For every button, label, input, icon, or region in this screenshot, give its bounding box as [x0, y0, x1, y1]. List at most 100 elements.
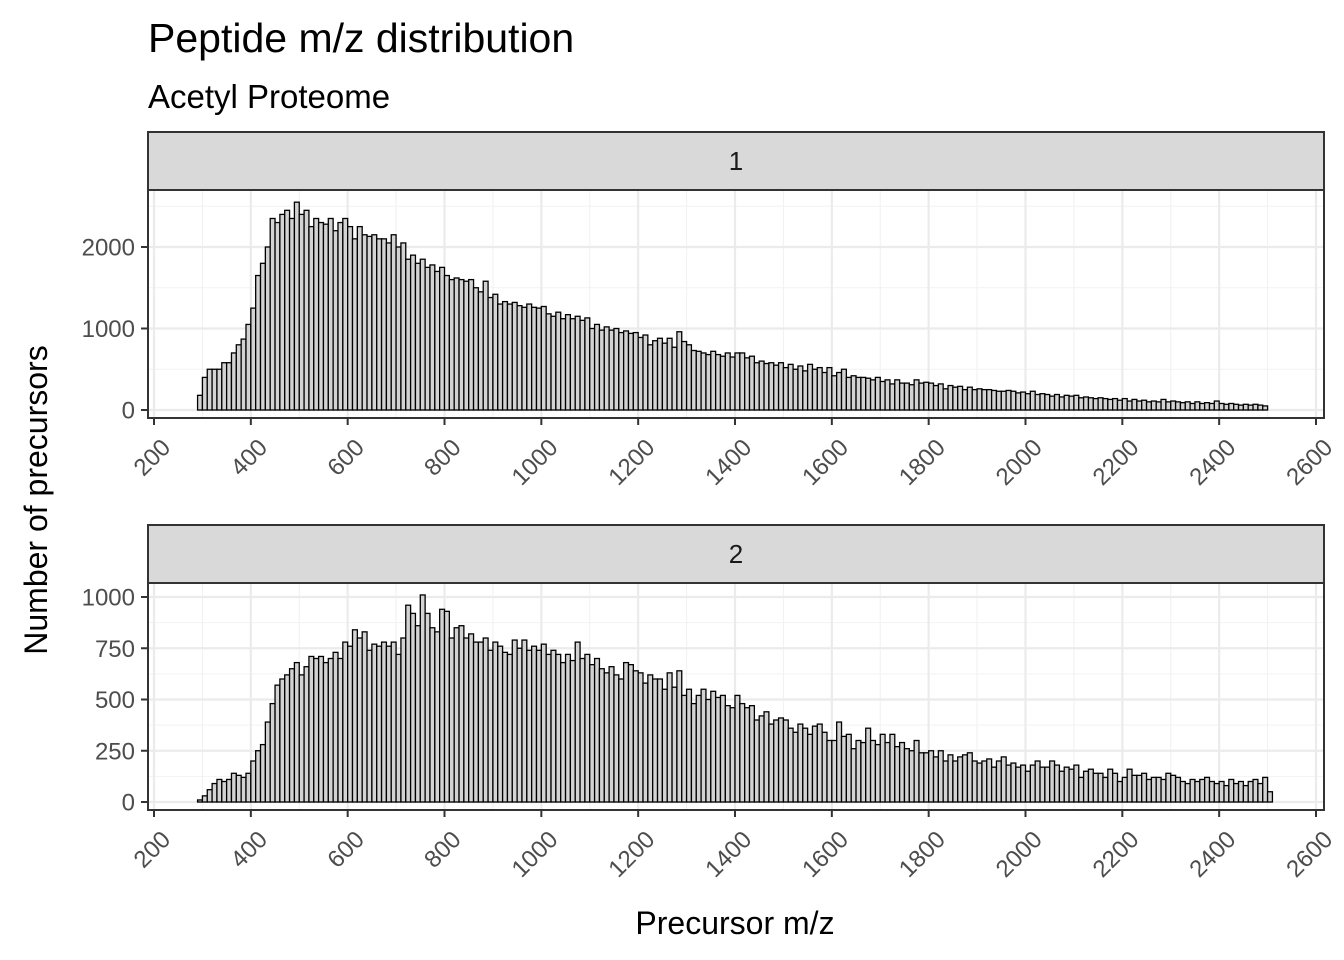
- histogram-bar: [1049, 395, 1056, 411]
- histogram-bar: [482, 280, 489, 411]
- histogram-bar: [787, 727, 794, 803]
- histogram-bar: [400, 242, 407, 411]
- histogram-bar: [245, 772, 252, 803]
- histogram-bar: [748, 705, 756, 803]
- histogram-bar: [1015, 766, 1022, 803]
- histogram-bar: [724, 705, 731, 803]
- histogram-bar: [811, 368, 818, 411]
- histogram-bar: [531, 645, 538, 803]
- histogram-bar: [211, 782, 218, 803]
- histogram-bar: [1174, 401, 1182, 411]
- histogram-bar: [1029, 764, 1036, 803]
- histogram-bar: [1218, 780, 1225, 803]
- facet-panel-1: 1 0 1000 2000 200 400 600 800 1000 1200 1400 1600 18…: [82, 131, 1338, 491]
- histogram-bar: [545, 313, 552, 411]
- histogram-bar: [303, 666, 310, 803]
- histogram-bar: [1073, 764, 1080, 803]
- histogram-bar: [826, 739, 833, 803]
- histogram-bar: [332, 651, 339, 803]
- histogram-bar: [840, 735, 848, 803]
- x-tick-label: 1400: [700, 434, 757, 491]
- y-axis-title: Number of precursors: [18, 345, 54, 654]
- histogram-bar: [603, 326, 610, 411]
- histogram-bar: [719, 694, 726, 803]
- histogram-bar: [206, 368, 213, 411]
- histogram-bar: [690, 702, 697, 803]
- histogram-bar: [603, 672, 610, 803]
- histogram-bar: [1121, 776, 1128, 803]
- histogram-bar: [405, 604, 412, 803]
- histogram-bar: [1247, 780, 1254, 803]
- histogram-bar: [652, 678, 659, 803]
- histogram-bar: [656, 337, 664, 411]
- histogram-bar: [903, 748, 910, 803]
- histogram-bar: [574, 641, 581, 803]
- x-tick-label: 2400: [1184, 826, 1241, 883]
- histogram-bar: [845, 733, 852, 803]
- histogram-bar: [443, 610, 450, 803]
- histogram-bar: [700, 688, 707, 803]
- histogram-bar: [1087, 397, 1094, 411]
- histogram-bar: [555, 653, 562, 803]
- histogram-bar: [1242, 784, 1249, 803]
- histogram-bar: [240, 338, 247, 411]
- histogram-bar: [942, 388, 949, 411]
- histogram-bar: [497, 303, 504, 411]
- histogram-bar: [409, 254, 417, 411]
- histogram-bar: [700, 352, 707, 411]
- histogram-bar: [1000, 756, 1007, 803]
- x-tick-label: 1800: [894, 434, 951, 491]
- histogram-bar: [201, 376, 208, 411]
- histogram-bar: [598, 668, 605, 803]
- histogram-bar: [797, 365, 804, 411]
- histogram-bar: [1029, 390, 1036, 411]
- chart-subtitle: Acetyl Proteome: [148, 78, 390, 115]
- histogram-bar: [487, 296, 494, 411]
- histogram-bar: [501, 651, 509, 803]
- histogram-bar: [1199, 402, 1206, 411]
- histogram-bar: [1020, 764, 1027, 803]
- histogram-bar: [714, 696, 722, 803]
- histogram-bar: [560, 318, 567, 411]
- histogram-bar: [714, 353, 722, 411]
- histogram-bar: [1257, 404, 1264, 411]
- histogram-bar: [371, 643, 378, 803]
- histogram-bar: [1034, 393, 1041, 411]
- histogram-bar: [356, 637, 363, 803]
- histogram-bar: [492, 293, 499, 411]
- histogram-bar: [952, 760, 959, 803]
- histogram-bar: [618, 331, 625, 411]
- histogram-bar: [216, 368, 223, 411]
- y-tick-label: 0: [122, 790, 135, 817]
- histogram-bar: [235, 344, 242, 411]
- histogram-bar: [1136, 400, 1143, 411]
- histogram-bar: [284, 674, 291, 803]
- histogram-bar: [1063, 394, 1070, 411]
- histogram-bar: [1116, 399, 1123, 411]
- histogram-bar: [1024, 393, 1031, 411]
- histogram-bar: [729, 707, 736, 803]
- histogram-bar: [1194, 780, 1201, 803]
- histogram-bar: [671, 346, 678, 411]
- histogram-bar: [463, 637, 470, 803]
- histogram-bar: [569, 659, 576, 803]
- histogram-bar: [448, 278, 455, 411]
- histogram-bar: [695, 350, 702, 411]
- histogram-bar: [1082, 770, 1090, 803]
- histogram-bar: [797, 723, 804, 803]
- histogram-bar: [874, 376, 881, 411]
- histogram-bar: [802, 370, 809, 411]
- histogram-bar: [768, 362, 775, 411]
- histogram-bar: [487, 649, 494, 803]
- histogram-bar: [506, 653, 513, 803]
- histogram-bar: [1237, 404, 1245, 411]
- histogram-bar: [477, 291, 484, 411]
- histogram-bar: [1053, 393, 1061, 411]
- histogram-bar: [545, 653, 552, 803]
- histogram-bar: [647, 674, 654, 803]
- histogram-bar: [990, 766, 998, 803]
- histogram-bar: [647, 344, 654, 411]
- histogram-bar: [1053, 764, 1061, 803]
- y-tick-label: 500: [95, 687, 135, 714]
- histogram-bar: [516, 647, 523, 803]
